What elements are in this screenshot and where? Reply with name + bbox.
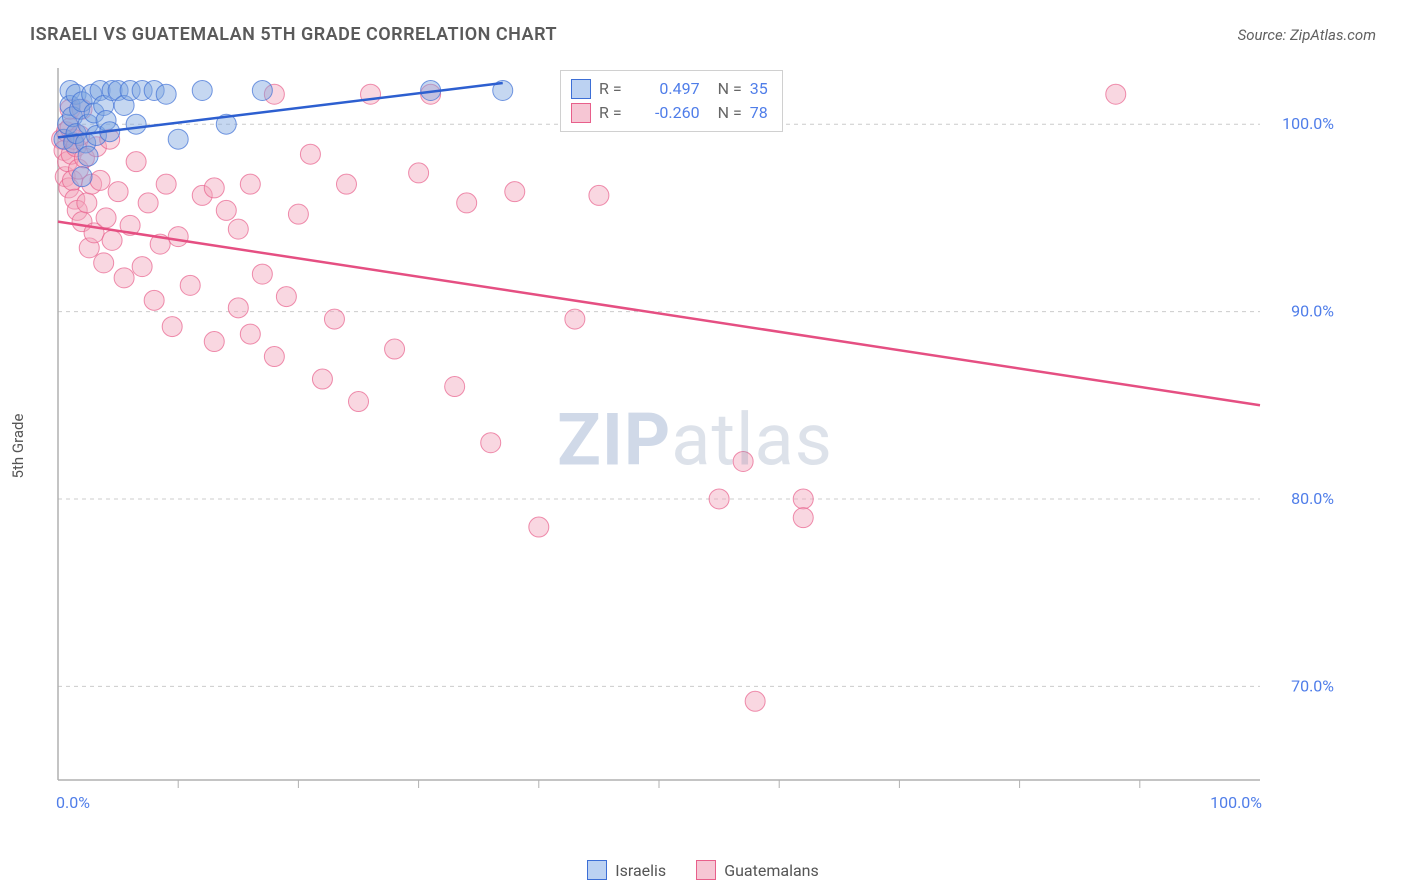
scatter-point [126, 114, 146, 134]
title-row: ISRAELI VS GUATEMALAN 5TH GRADE CORRELAT… [30, 24, 1376, 45]
scatter-point [336, 174, 356, 194]
series-legend: Israelis Guatemalans [0, 860, 1406, 880]
scatter-point [288, 204, 308, 224]
scatter-point [144, 290, 164, 310]
scatter-point [276, 287, 296, 307]
svg-text:90.0%: 90.0% [1291, 302, 1334, 321]
chart-title: ISRAELI VS GUATEMALAN 5TH GRADE CORRELAT… [30, 24, 557, 45]
scatter-point [252, 80, 272, 100]
scatter-point [349, 392, 369, 412]
scatter-point [793, 508, 813, 528]
scatter-point [589, 185, 609, 205]
scatter-point [733, 451, 753, 471]
svg-text:70.0%: 70.0% [1291, 676, 1334, 695]
scatter-point [240, 324, 260, 344]
svg-text:80.0%: 80.0% [1291, 489, 1334, 508]
scatter-point [264, 347, 284, 367]
scatter-point [204, 332, 224, 352]
scatter-point [409, 163, 429, 183]
legend-swatch [571, 79, 591, 99]
scatter-point [1106, 84, 1126, 104]
scatter-point [162, 317, 182, 337]
svg-text:100.0%: 100.0% [1210, 793, 1262, 812]
scatter-point [445, 377, 465, 397]
svg-text:100.0%: 100.0% [1282, 114, 1334, 133]
legend-r-label: R = [599, 77, 622, 101]
scatter-point [505, 182, 525, 202]
scatter-point [204, 178, 224, 198]
scatter-point [168, 129, 188, 149]
scatter-point [228, 298, 248, 318]
legend-n-value: 35 [750, 77, 768, 101]
scatter-point [180, 275, 200, 295]
scatter-point [565, 309, 585, 329]
legend-r-label: R = [599, 101, 622, 125]
scatter-point [108, 182, 128, 202]
plot-area: 70.0%80.0%90.0%100.0%0.0%100.0% ZIPatlas [50, 60, 1340, 820]
legend-row: R = -0.260 N = 78 [571, 101, 768, 125]
scatter-point [94, 253, 114, 273]
legend-label: Guatemalans [724, 861, 819, 880]
scatter-point [96, 208, 116, 228]
scatter-point [300, 144, 320, 164]
legend-r-value: -0.260 [630, 101, 700, 125]
scatter-point [793, 489, 813, 509]
legend-item: Israelis [587, 860, 666, 880]
scatter-point [102, 230, 122, 250]
scatter-point [481, 433, 501, 453]
scatter-point [156, 174, 176, 194]
y-axis-label: 5th Grade [9, 414, 27, 479]
scatter-point [312, 369, 332, 389]
legend-n-label: N = [718, 101, 742, 125]
scatter-point [77, 193, 97, 213]
scatter-point [252, 264, 272, 284]
scatter-point [114, 268, 134, 288]
scatter-point [168, 227, 188, 247]
scatter-svg: 70.0% 80.0% 90.0% 100.0% 0.0% 100.0% [50, 60, 1340, 820]
legend-r-value: 0.497 [630, 77, 700, 101]
correlation-legend: R = 0.497 N = 35 R = -0.260 N = 78 [560, 70, 783, 132]
legend-swatch [587, 860, 607, 880]
legend-swatch [696, 860, 716, 880]
scatter-point [709, 489, 729, 509]
scatter-point [216, 200, 236, 220]
scatter-point [90, 170, 110, 190]
scatter-point [228, 219, 248, 239]
scatter-point [156, 84, 176, 104]
scatter-point [240, 174, 260, 194]
legend-row: R = 0.497 N = 35 [571, 77, 768, 101]
legend-n-value: 78 [750, 101, 768, 125]
source-label: Source: ZipAtlas.com [1238, 26, 1376, 44]
scatter-point [78, 146, 98, 166]
scatter-point [324, 309, 344, 329]
scatter-point [138, 193, 158, 213]
scatter-point [126, 152, 146, 172]
scatter-point [132, 257, 152, 277]
scatter-point [745, 691, 765, 711]
scatter-point [72, 167, 92, 187]
scatter-point [192, 80, 212, 100]
legend-swatch [571, 103, 591, 123]
legend-n-label: N = [718, 77, 742, 101]
legend-label: Israelis [615, 861, 666, 880]
legend-item: Guatemalans [696, 860, 819, 880]
scatter-point [385, 339, 405, 359]
svg-text:0.0%: 0.0% [56, 793, 90, 812]
scatter-point [529, 517, 549, 537]
scatter-point [457, 193, 477, 213]
